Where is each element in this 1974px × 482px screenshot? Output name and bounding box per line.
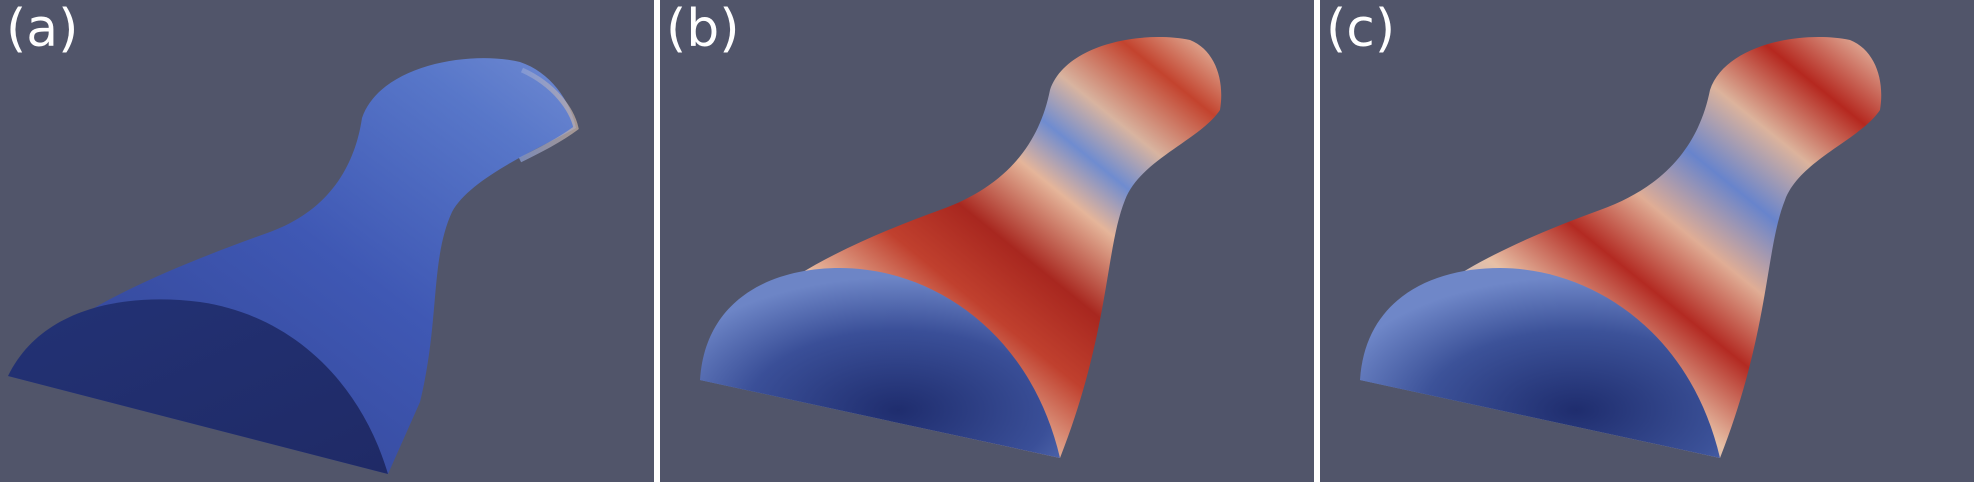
panel-a-render <box>8 58 579 474</box>
panel-c: (c) <box>1320 0 1974 482</box>
cross-section <box>8 299 388 474</box>
panel-a: (a) <box>0 0 654 482</box>
panel-b: (b) <box>660 0 1314 482</box>
panel-c-render <box>1360 37 1882 458</box>
panel-label-b: (b) <box>666 0 740 59</box>
panel-label-a: (a) <box>6 0 79 59</box>
panel-b-render <box>700 37 1222 458</box>
cross-section <box>700 268 1060 458</box>
cross-section <box>1360 268 1720 458</box>
panel-label-c: (c) <box>1326 0 1396 59</box>
